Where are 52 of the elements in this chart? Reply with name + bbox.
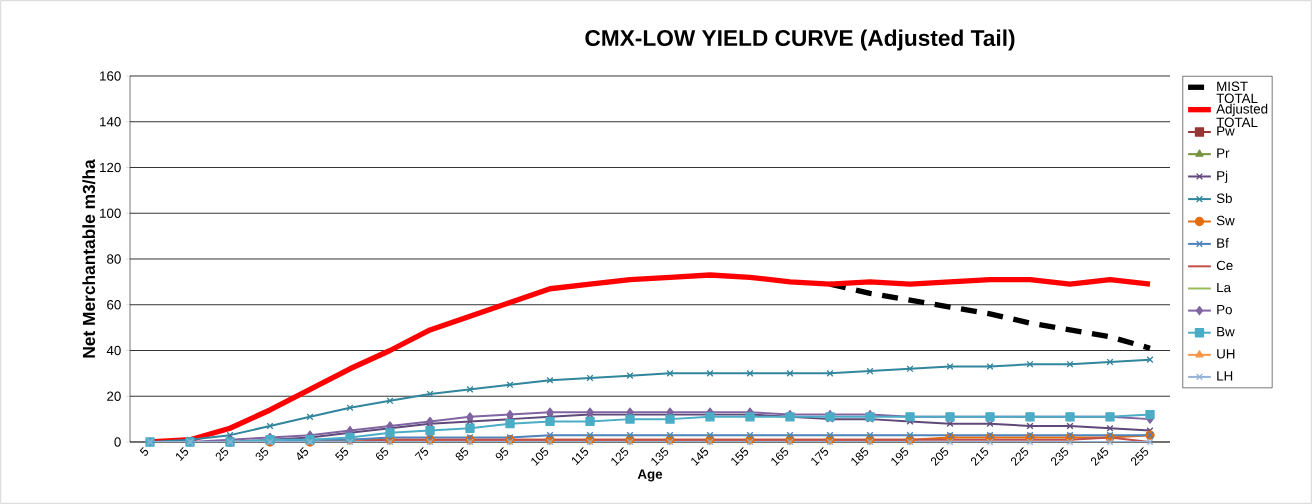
- y-tick-label: 120: [100, 162, 121, 173]
- legend-label: Bf: [1217, 238, 1229, 248]
- x-tick-label: 195: [891, 447, 909, 466]
- legend-label: Sw: [1216, 215, 1235, 226]
- x-tick-label: 15: [176, 447, 189, 461]
- x-tick-label: 75: [414, 447, 429, 461]
- x-tick-label: 45: [297, 447, 309, 461]
- legend-label: MIST TOTAL: [1216, 81, 1258, 104]
- y-tick-label: 0: [114, 437, 121, 447]
- legend-label: Ce: [1216, 260, 1233, 271]
- legend-label: Po: [1217, 305, 1232, 315]
- x-tick-label: 105: [531, 447, 549, 466]
- y-tick-label: 160: [100, 71, 121, 81]
- x-tick-label: 115: [571, 447, 589, 466]
- x-tick-label: 35: [255, 447, 269, 461]
- legend-label: Pw: [1217, 126, 1235, 136]
- legend-label: La: [1217, 282, 1232, 293]
- y-axis-title: Net Merchantable m3/ha: [82, 159, 96, 358]
- x-tick-label: 165: [771, 447, 789, 466]
- x-tick-label: 135: [651, 447, 669, 466]
- legend-label: Adjusted TOTAL: [1216, 103, 1268, 128]
- y-tick-label: 20: [107, 391, 121, 401]
- x-tick-label: 175: [811, 447, 829, 466]
- x-tick-label: 245: [1090, 447, 1109, 466]
- x-tick-label: 25: [215, 447, 229, 462]
- y-tick-label: 100: [100, 208, 121, 218]
- legend-label: Bw: [1217, 327, 1235, 337]
- x-tick-label: 5: [139, 447, 149, 456]
- y-tick-label: 80: [107, 254, 121, 264]
- x-tick-label: 125: [611, 447, 629, 466]
- x-tick-label: 145: [691, 447, 709, 466]
- legend-label: Pj: [1217, 170, 1228, 184]
- legend-label: Sb: [1216, 193, 1232, 204]
- legend-label: Pr: [1217, 148, 1230, 158]
- x-tick-label: 215: [970, 447, 989, 466]
- x-tick-label: 155: [731, 447, 749, 466]
- legend-label: UH: [1217, 349, 1235, 359]
- x-tick-label: 95: [495, 447, 509, 461]
- y-tick-label: 140: [100, 117, 121, 127]
- x-tick-label: 185: [851, 447, 869, 466]
- x-tick-label: 255: [1130, 447, 1149, 466]
- x-axis-title: Age: [637, 469, 663, 482]
- chart-title: CMX-LOW YIELD CURVE (Adjusted Tail): [585, 29, 1015, 51]
- x-tick-label: 55: [334, 447, 349, 461]
- x-tick-label: 65: [375, 447, 389, 461]
- x-tick-label: 205: [930, 447, 949, 466]
- x-tick-label: 225: [1010, 447, 1029, 466]
- x-tick-label: 235: [1050, 447, 1069, 466]
- y-tick-label: 60: [107, 300, 121, 310]
- y-tick-label: 40: [106, 345, 121, 356]
- legend-label: LH: [1217, 371, 1233, 381]
- x-tick-label: 85: [455, 447, 469, 461]
